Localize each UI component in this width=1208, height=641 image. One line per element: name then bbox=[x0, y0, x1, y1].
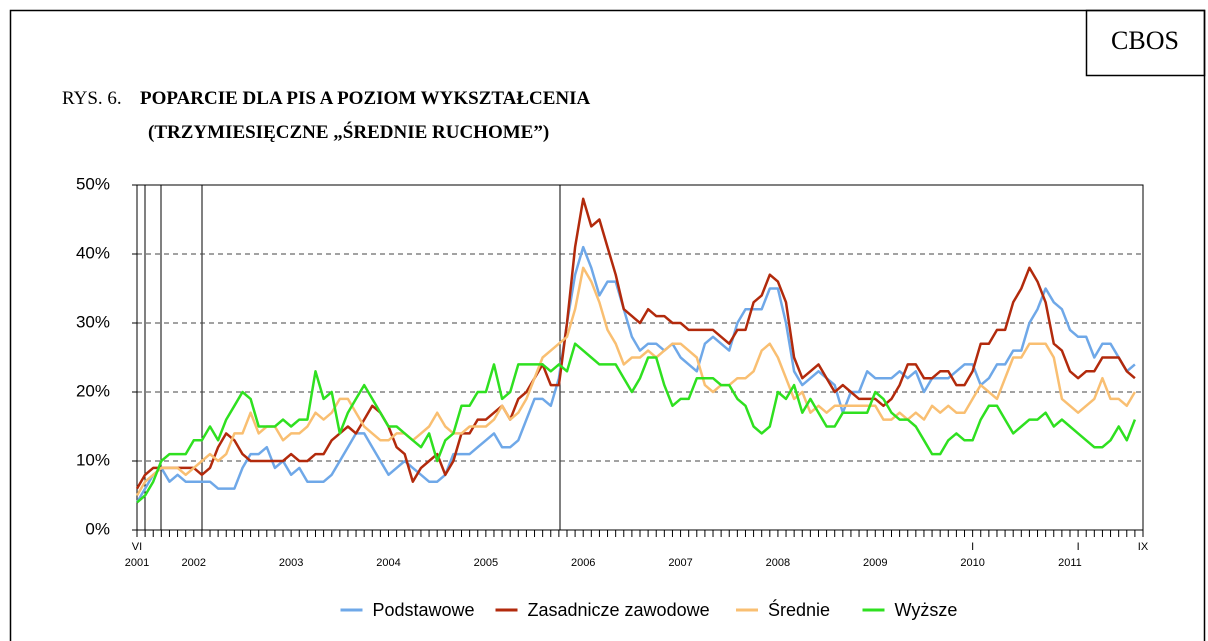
x-group-label: 2004 bbox=[376, 557, 400, 569]
y-tick-label: 40% bbox=[76, 243, 110, 262]
event-lines bbox=[136, 185, 561, 530]
series-line bbox=[135, 266, 1136, 497]
badge: CBOS bbox=[1111, 26, 1179, 55]
x-group-label: 2006 bbox=[571, 557, 595, 569]
x-group-label: 2010 bbox=[960, 557, 984, 569]
x-group-label: 2003 bbox=[279, 557, 303, 569]
x-tick-label: I bbox=[1077, 541, 1080, 553]
x-group-label: 2011 bbox=[1058, 557, 1082, 569]
figure-label: RYS. 6. bbox=[62, 88, 122, 109]
x-tick-label: VI bbox=[132, 541, 142, 553]
x-group-label: 2009 bbox=[863, 557, 887, 569]
legend-label: Podstawowe bbox=[373, 600, 475, 620]
chart-title: POPARCIE DLA PIS A POZIOM WYKSZTAŁCENIA bbox=[140, 88, 591, 109]
y-tick-label: 10% bbox=[76, 450, 110, 469]
badge-box bbox=[1085, 9, 1206, 77]
y-tick-label: 0% bbox=[85, 519, 110, 538]
x-group-label: 2007 bbox=[668, 557, 692, 569]
x-tick-label: I bbox=[971, 541, 974, 553]
legend-label: Średnie bbox=[768, 599, 830, 620]
x-group-label: 2001 bbox=[125, 557, 149, 569]
x-group-label: 2002 bbox=[182, 557, 206, 569]
y-tick-label: 50% bbox=[76, 174, 110, 193]
y-tick-label: 20% bbox=[76, 381, 110, 400]
series-line bbox=[136, 342, 1137, 504]
y-tick-label: 30% bbox=[76, 312, 110, 331]
x-tick-label: IX bbox=[1138, 541, 1149, 553]
legend-label: Zasadnicze zawodowe bbox=[528, 600, 710, 620]
series-line bbox=[135, 197, 1136, 490]
series-line bbox=[135, 245, 1136, 504]
x-group-label: 2005 bbox=[474, 557, 498, 569]
legend-label: Wyższe bbox=[895, 600, 958, 620]
chart-title: (TRZYMIESIĘCZNE „ŚREDNIE RUCHOME”) bbox=[148, 121, 549, 143]
x-group-label: 2008 bbox=[766, 557, 790, 569]
frame bbox=[9, 9, 1206, 641]
